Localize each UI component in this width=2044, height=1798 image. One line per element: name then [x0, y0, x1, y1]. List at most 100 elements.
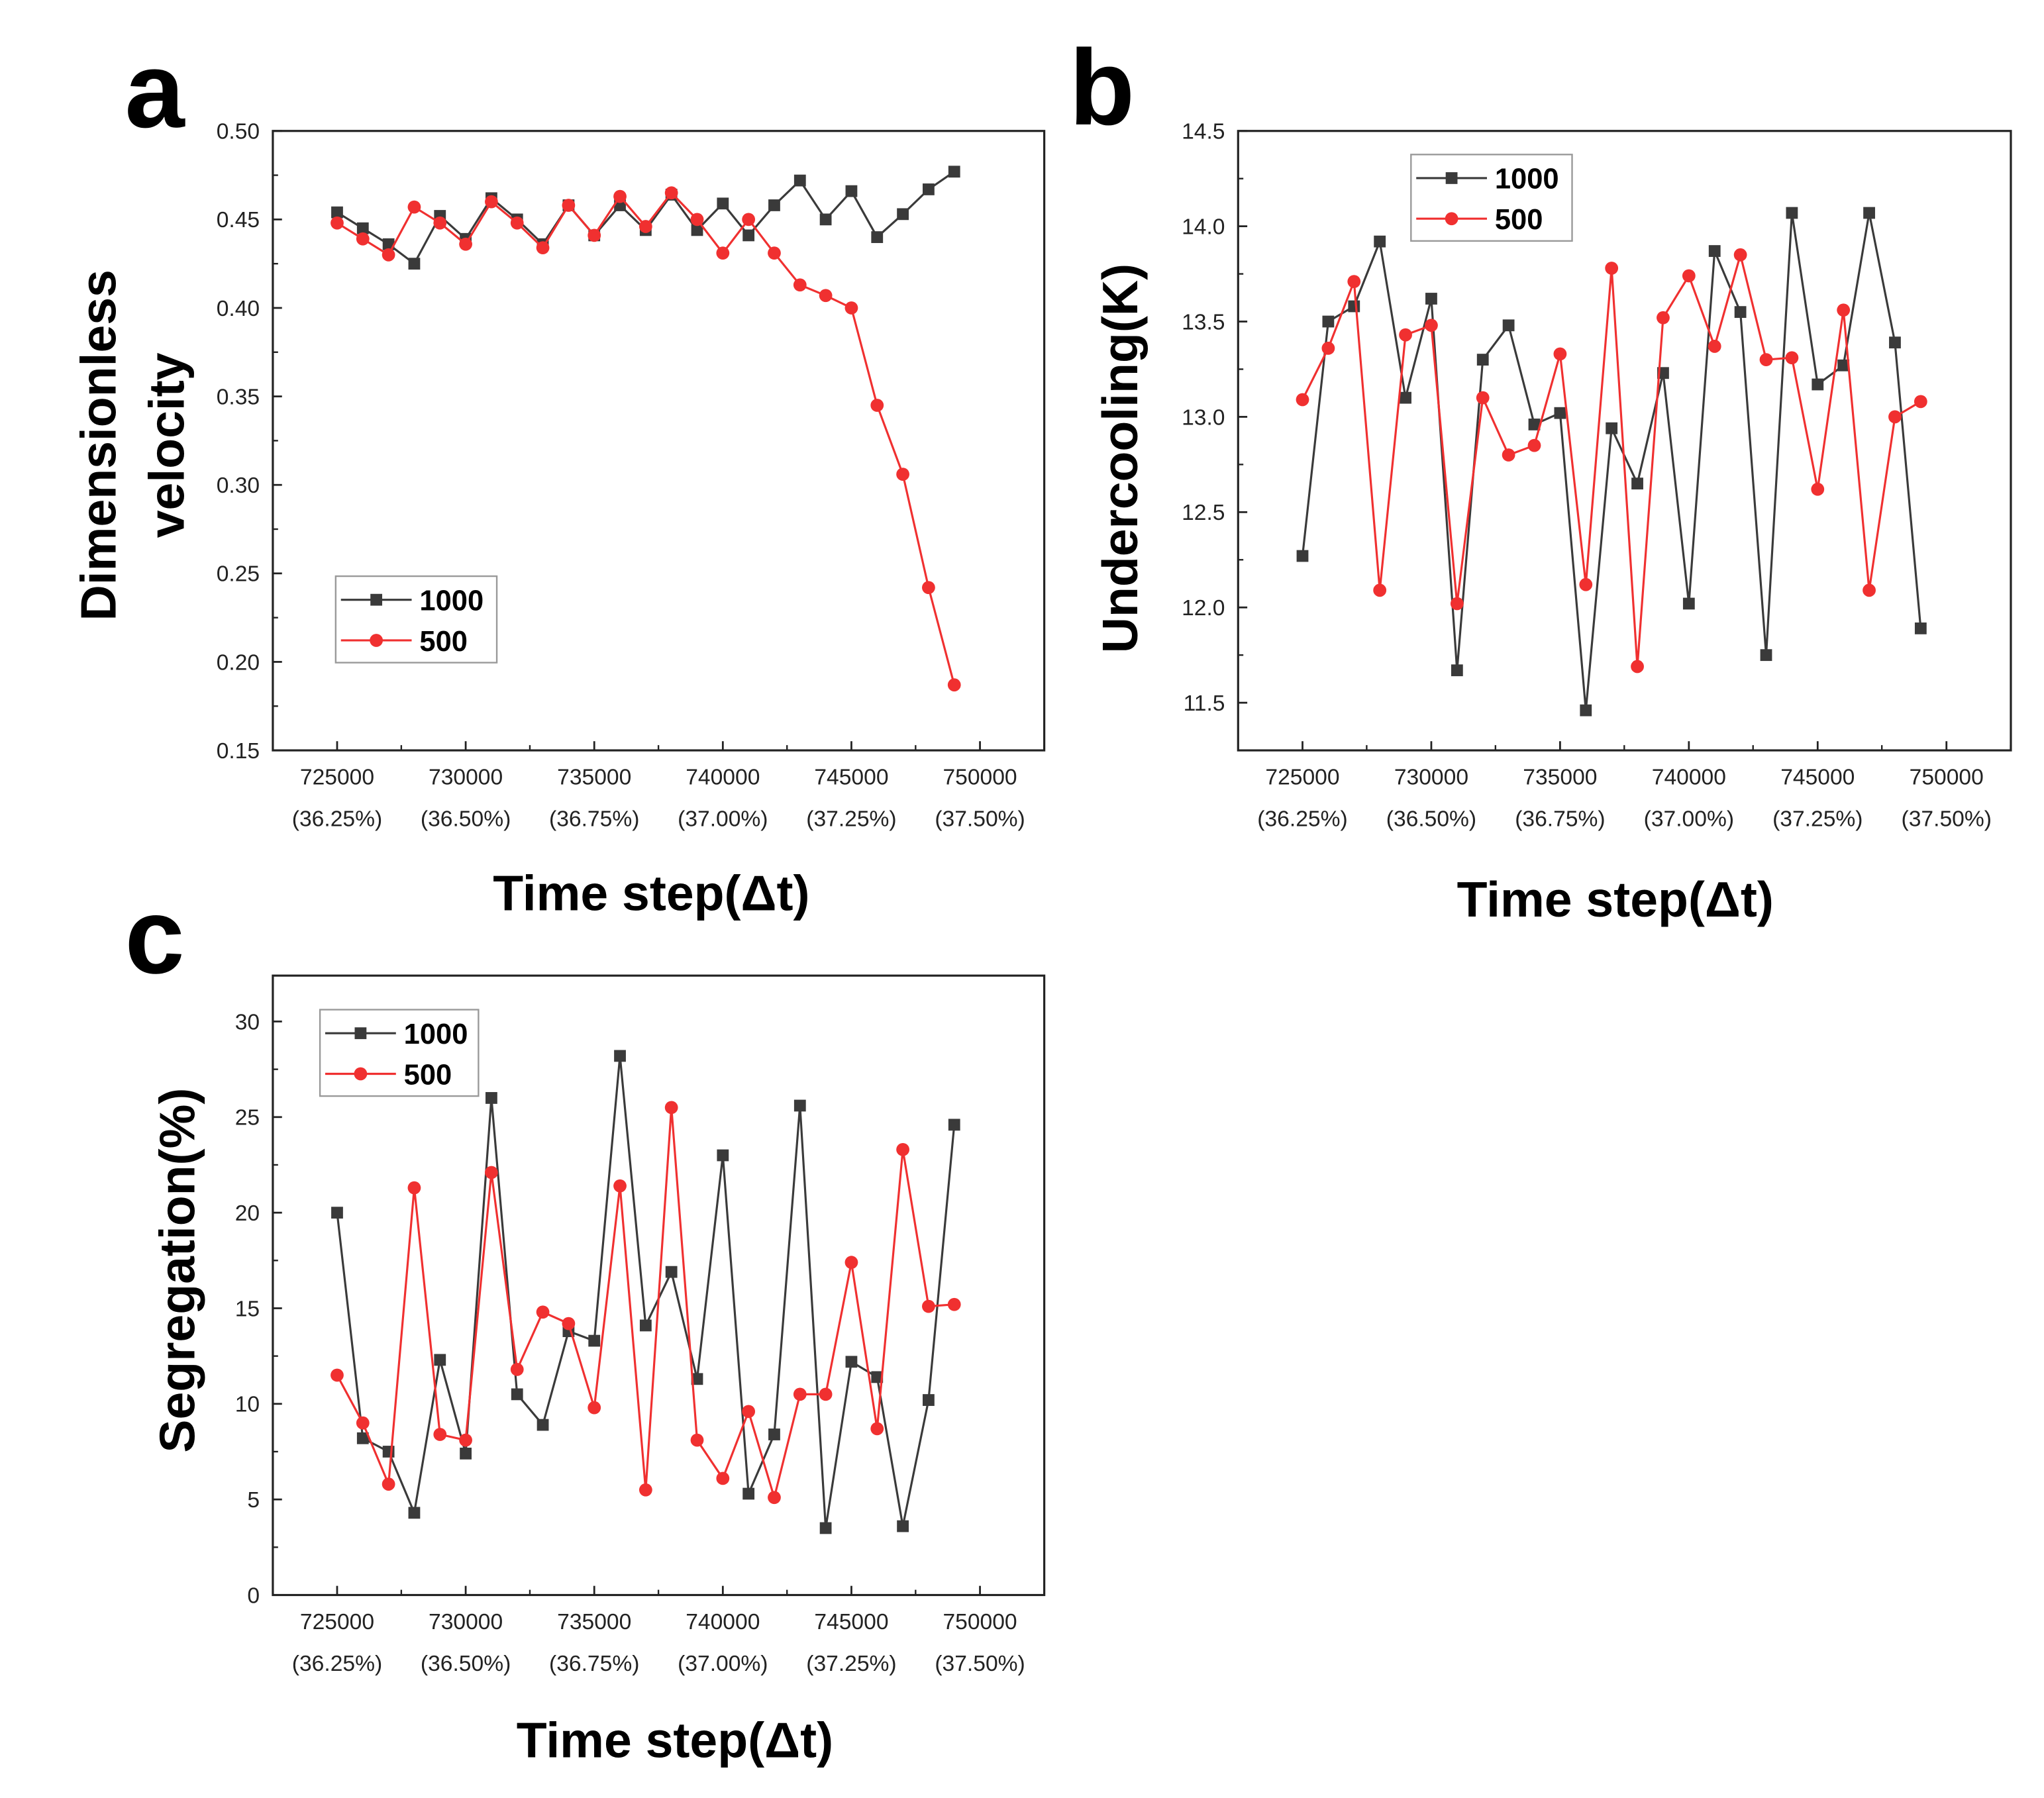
data-point — [331, 1207, 343, 1219]
y-tick-label: 0.20 — [217, 650, 260, 675]
data-point — [536, 1305, 550, 1319]
y-tick-label: 0.15 — [217, 739, 260, 764]
data-point — [1579, 577, 1593, 591]
y-tick-label: 0.25 — [217, 562, 260, 587]
y-tick-label: 0.45 — [217, 208, 260, 232]
data-point — [1425, 319, 1438, 332]
data-point — [459, 237, 472, 251]
x-tick-pct-label: (36.75%) — [549, 807, 639, 832]
legend-label: 500 — [419, 626, 468, 658]
data-point — [382, 248, 395, 262]
legend: 1000 500 — [1410, 154, 1573, 242]
data-point — [1502, 448, 1515, 462]
data-point — [896, 1142, 909, 1156]
data-point — [690, 213, 704, 226]
data-point — [434, 1354, 446, 1366]
data-point — [408, 1507, 421, 1519]
series-500 — [1296, 248, 1927, 674]
x-tick-pct-label: (37.50%) — [1902, 807, 1992, 832]
data-point — [768, 246, 781, 260]
data-point — [1527, 438, 1541, 452]
data-point — [793, 1099, 806, 1112]
data-point — [1400, 391, 1411, 404]
series-500 — [331, 186, 961, 692]
data-point — [1760, 649, 1772, 662]
x-tick-label: 745000 — [814, 765, 888, 789]
data-point — [742, 229, 755, 242]
y-tick-label: 0.50 — [217, 120, 260, 144]
data-point — [1296, 393, 1309, 407]
panel-label: c — [125, 876, 184, 996]
y-tick-label: 10 — [235, 1393, 260, 1417]
data-point — [819, 213, 832, 226]
y-tick-label: 5 — [247, 1488, 260, 1513]
y-tick-label: 0.35 — [217, 385, 260, 409]
data-point — [768, 199, 780, 211]
x-tick-pct-label: (36.75%) — [1515, 807, 1605, 832]
data-point — [793, 278, 807, 292]
data-point — [664, 1101, 678, 1115]
data-point — [408, 258, 421, 270]
data-point — [1914, 395, 1927, 409]
data-point — [614, 1050, 626, 1062]
data-point — [356, 1432, 369, 1444]
data-point — [1373, 583, 1387, 597]
data-point — [1399, 328, 1412, 342]
data-point — [845, 1356, 858, 1368]
legend-label: 500 — [1495, 204, 1543, 236]
series-line — [336, 1056, 956, 1528]
x-tick-label: 735000 — [1523, 765, 1597, 789]
data-point — [947, 1297, 961, 1311]
y-tick-label: 15 — [235, 1297, 260, 1321]
data-point — [1811, 482, 1825, 496]
data-point — [896, 468, 909, 481]
data-point — [1682, 269, 1696, 283]
y-tick-label: 12.5 — [1182, 501, 1225, 525]
data-point — [588, 1334, 601, 1347]
data-point — [819, 289, 833, 303]
data-point — [1476, 354, 1489, 366]
legend-marker — [1445, 212, 1458, 226]
data-point — [1374, 235, 1386, 248]
legend-label: 1000 — [404, 1019, 468, 1050]
data-point — [1631, 660, 1644, 674]
data-point — [511, 1388, 523, 1401]
data-point — [562, 1317, 576, 1330]
x-axis-label: Time step(Δt) — [1457, 872, 1774, 927]
plot-frame — [1237, 130, 2012, 752]
x-tick-label: 745000 — [1780, 765, 1855, 789]
data-point — [460, 1447, 472, 1460]
data-point — [1914, 622, 1927, 634]
legend-marker — [1445, 172, 1458, 184]
y-axis-label: velocity — [138, 352, 194, 538]
y-tick-label: 12.0 — [1182, 596, 1225, 621]
x-tick-label: 725000 — [300, 1610, 374, 1634]
data-point — [485, 195, 498, 209]
y-tick-label: 13.5 — [1182, 310, 1225, 334]
data-point — [536, 241, 550, 255]
data-point — [870, 1422, 884, 1436]
y-axis-label: Segregation(%) — [149, 1088, 205, 1453]
data-point — [356, 222, 369, 234]
x-tick-label: 725000 — [300, 765, 374, 789]
data-point — [639, 1319, 652, 1332]
data-point — [433, 216, 447, 230]
data-point — [1812, 378, 1824, 391]
data-point — [613, 189, 627, 203]
y-axis-label: Dimensionless — [71, 270, 127, 621]
data-point — [664, 186, 678, 200]
data-point — [588, 228, 601, 242]
series-line — [336, 1107, 954, 1502]
x-tick-label: 745000 — [814, 1610, 888, 1634]
x-tick-pct-label: (36.50%) — [421, 1652, 511, 1676]
data-point — [1889, 336, 1901, 349]
data-point — [459, 1433, 472, 1447]
data-point — [922, 1299, 935, 1313]
x-tick-pct-label: (36.25%) — [292, 807, 382, 832]
data-point — [485, 1166, 498, 1179]
data-point — [510, 1362, 524, 1376]
x-tick-label: 735000 — [557, 1610, 631, 1634]
data-point — [1605, 262, 1619, 275]
x-tick-label: 740000 — [686, 765, 760, 789]
